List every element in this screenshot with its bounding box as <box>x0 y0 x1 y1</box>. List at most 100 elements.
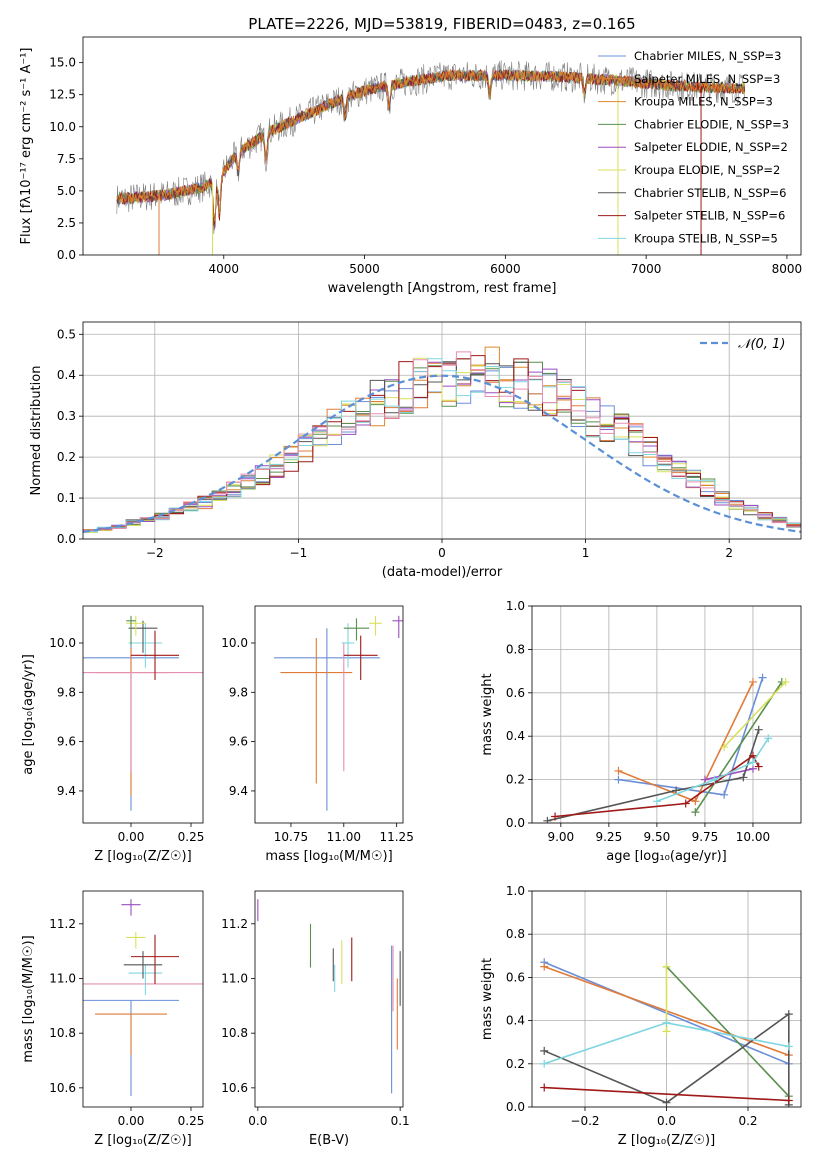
y-tick-label: 12.5 <box>49 88 76 102</box>
x-tick-label: 8000 <box>772 262 803 276</box>
figure-title: PLATE=2226, MJD=53819, FIBERID=0483, z=0… <box>248 15 635 33</box>
weight-line-chabrier_elodie <box>694 681 783 813</box>
y-tick-label: 0.6 <box>506 686 525 700</box>
y-tick-label: 15.0 <box>49 56 76 70</box>
marker-salpeter_elodie <box>700 775 709 784</box>
x-axis-label: Z [log₁₀(Z/Z☉)] <box>94 1133 191 1148</box>
marker-chabrier_miles <box>758 673 767 682</box>
errorbars <box>274 615 403 811</box>
y-tick-label: 0.4 <box>57 368 76 382</box>
x-tick-label: 0.25 <box>178 1114 205 1128</box>
marker-kroupa_stelib <box>748 758 757 767</box>
x-tick-label: 9.25 <box>595 830 622 844</box>
x-tick-label: 0.25 <box>178 830 205 844</box>
y-tick-label: 5.0 <box>57 184 76 198</box>
x-tick-label: 0.2 <box>738 1114 757 1128</box>
x-tick-label: 10.75 <box>274 830 308 844</box>
marker-salpeter_stelib <box>784 1096 793 1105</box>
plot-frame <box>82 605 204 824</box>
x-tick-label: 9.50 <box>644 830 671 844</box>
y-tick-label: 1.0 <box>506 599 525 613</box>
y-tick-label: 10.0 <box>221 636 248 650</box>
weight-line-chabrier_elodie <box>665 966 790 1097</box>
y-axis-label: age [log₁₀(age/yr)] <box>21 654 36 775</box>
y-tick-label: 1.0 <box>506 884 525 898</box>
histogram-pink <box>83 351 801 531</box>
x-tick-label: 11.25 <box>379 830 413 844</box>
legend-label-chabrier_elodie: Chabrier ELODIE, N_SSP=3 <box>634 117 789 131</box>
y-tick-label: 11.2 <box>49 917 76 931</box>
histogram-kroupa_stelib <box>83 358 801 532</box>
y-tick-label: 10.6 <box>221 1081 248 1095</box>
y-axis-label: mass weight <box>480 958 495 1040</box>
y-tick-label: 11.2 <box>221 917 248 931</box>
marker-chabrier_stelib <box>543 816 552 823</box>
y-tick-label: 0.0 <box>506 816 525 830</box>
y-axis-label: mass [log₁₀(M/M☉)] <box>21 935 36 1062</box>
y-tick-label: 0.4 <box>506 729 525 743</box>
marker-chabrier_stelib <box>662 1098 671 1107</box>
marker-chabrier_stelib <box>672 786 681 795</box>
x-tick-label: −0.2 <box>570 1114 599 1128</box>
weight-line-chabrier_stelib <box>547 729 760 822</box>
x-tick-label: 0.00 <box>118 1114 145 1128</box>
marker-kroupa_elodie <box>662 962 671 971</box>
plot-frame <box>254 605 404 824</box>
marker-kroupa_stelib <box>764 734 773 743</box>
marker-salpeter_stelib <box>754 762 763 771</box>
x-tick-label: 10.00 <box>736 830 770 844</box>
y-tick-label: 10.8 <box>49 1026 76 1040</box>
marker-salpeter_miles <box>540 962 549 971</box>
x-tick-label: 0.0 <box>657 1114 676 1128</box>
weight-line-salpeter_stelib <box>555 754 760 818</box>
x-tick-label: 0.1 <box>391 1114 410 1128</box>
marker-kroupa_elodie <box>720 743 729 752</box>
y-tick-label: 10.0 <box>49 636 76 650</box>
x-tick-label: 9.75 <box>692 830 719 844</box>
plot-frame <box>82 36 802 256</box>
marker-chabrier_miles <box>614 775 623 784</box>
y-tick-label: 0.0 <box>57 532 76 546</box>
y-tick-label: 0.2 <box>506 1057 525 1071</box>
y-axis-label: mass weight <box>480 673 495 755</box>
x-tick-label: 5000 <box>349 262 380 276</box>
marker-kroupa_stelib <box>662 1018 671 1027</box>
weight-line-salpeter_stelib <box>544 1086 789 1102</box>
marker-chabrier_stelib <box>540 1046 549 1055</box>
marker-chabrier_stelib <box>754 725 763 734</box>
plot-frame <box>531 605 802 824</box>
y-tick-label: 9.4 <box>57 784 76 798</box>
legend-label-kroupa_stelib: Kroupa STELIB, N_SSP=5 <box>634 231 778 245</box>
legend-label-salpeter_stelib: Salpeter STELIB, N_SSP=6 <box>634 209 785 223</box>
x-axis-label: age [log₁₀(age/yr)] <box>606 849 727 864</box>
weight-line-chabrier_stelib <box>543 1012 790 1105</box>
plot-frame <box>254 890 404 1108</box>
y-tick-label: 2.5 <box>57 216 76 230</box>
plot-frame <box>82 890 204 1108</box>
marker-salpeter_stelib <box>551 812 560 821</box>
histogram-steps <box>83 346 801 533</box>
marker-salpeter_stelib <box>540 1083 549 1092</box>
y-tick-label: 10.8 <box>221 1026 248 1040</box>
marker-salpeter_stelib <box>681 799 690 808</box>
x-tick-label: −2 <box>146 546 164 560</box>
plot-frame <box>82 321 802 540</box>
y-tick-label: 11.0 <box>221 971 248 985</box>
marker-kroupa_stelib <box>540 1059 549 1068</box>
marker-kroupa_elodie <box>781 677 790 686</box>
weight-lines <box>543 673 790 823</box>
x-axis-label: Z [log₁₀(Z/Z☉)] <box>94 849 191 864</box>
y-tick-label: 0.0 <box>57 248 76 262</box>
y-tick-label: 0.6 <box>506 970 525 984</box>
legend-label-kroupa_elodie: Kroupa ELODIE, N_SSP=2 <box>634 163 780 177</box>
marker-kroupa_stelib <box>652 797 661 806</box>
y-tick-label: 9.6 <box>229 735 248 749</box>
legend-label-gaussian: 𝒩(0, 1) <box>738 337 785 352</box>
y-tick-label: 0.2 <box>506 773 525 787</box>
y-tick-label: 0.5 <box>57 327 76 341</box>
marker-chabrier_stelib <box>739 773 748 782</box>
errorbars <box>83 899 203 1097</box>
x-tick-label: 1 <box>582 546 590 560</box>
spectrum-lines <box>116 60 746 255</box>
